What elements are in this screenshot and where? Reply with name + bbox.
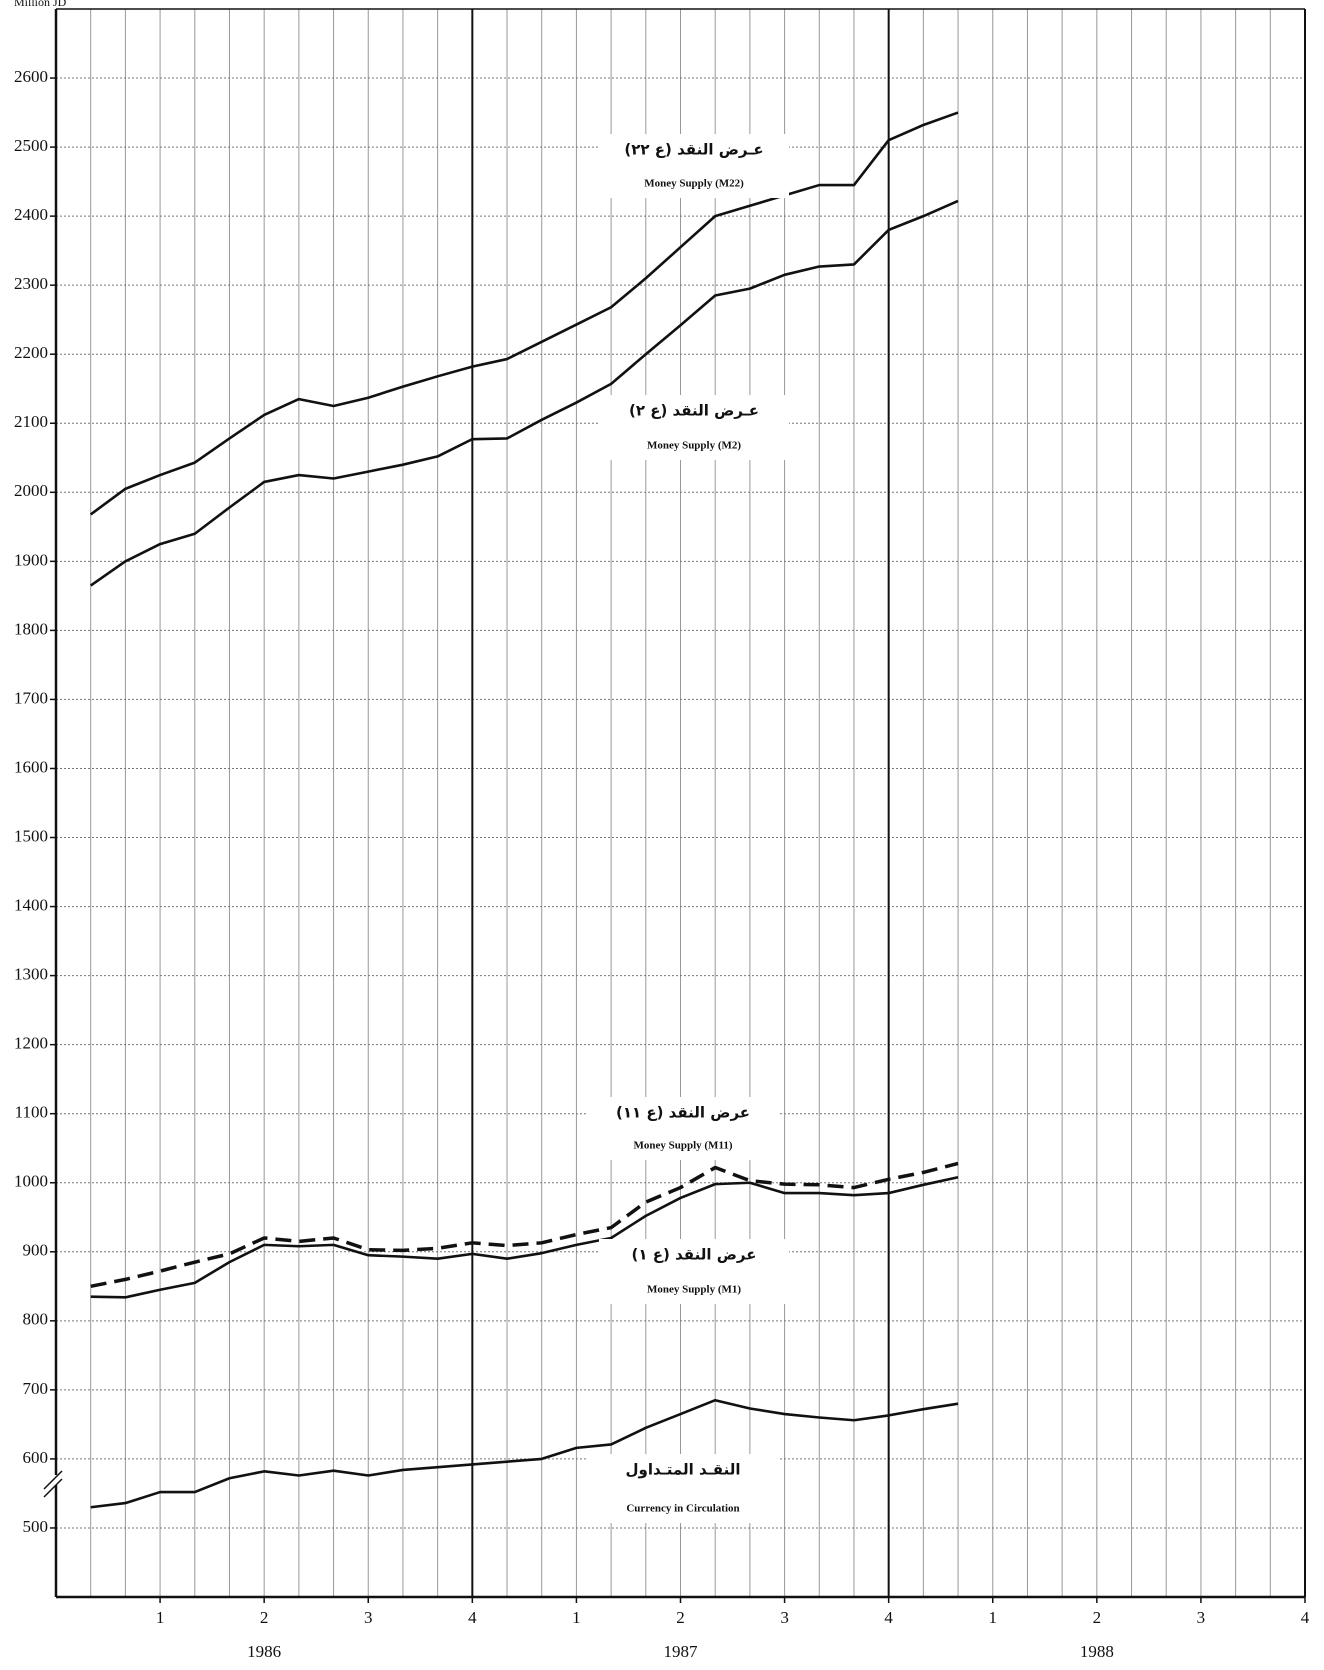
axis-break [43,1470,63,1498]
y-tick-label: 2100 [14,412,48,431]
series-label-ar: النقـد المتـداول [626,1461,741,1479]
x-tick-label: 2 [1093,1608,1102,1627]
y-tick-label: 1000 [14,1172,48,1191]
y-tick-label: 2500 [14,136,48,155]
y-tick-label: 1700 [14,688,48,707]
series-line [89,199,959,587]
x-tick-label: 4 [1301,1608,1310,1627]
y-tick-label: 2000 [14,481,48,500]
y-axis-label: Million JD [14,0,67,9]
series-label: Money Supply (M1) [647,1284,741,1296]
y-tick-label: 2400 [14,205,48,224]
label-background [588,1097,778,1160]
y-tick-label: 500 [23,1517,49,1536]
series-label: Money Supply (M2) [647,440,741,452]
axis-break-gap [51,1475,61,1485]
series-label-ar: عرض النقد (ع ١١) [616,1104,750,1122]
x-tick-label: 3 [1197,1608,1206,1627]
y-tick-label: 600 [23,1448,49,1467]
series-label: Money Supply (M22) [644,178,744,190]
y-tick-label: 1300 [14,965,48,984]
series-label: Currency in Circulation [626,1503,739,1515]
x-tick-label: 2 [260,1608,269,1627]
x-tick-label: 3 [780,1608,789,1627]
series-line [90,1398,959,1509]
year-label: 1986 [247,1642,281,1661]
label-background [599,395,789,460]
y-tick-label: 1800 [14,619,48,638]
x-tick-label: 4 [884,1608,893,1627]
series-label: Money Supply (M11) [633,1140,732,1152]
y-tick-label: 700 [23,1379,49,1398]
y-tick-label: 2200 [14,343,48,362]
y-tick-label: 1500 [14,826,48,845]
y-tick-label: 1400 [14,895,48,914]
y-tick-label: 900 [23,1241,49,1260]
label-background [599,134,789,198]
label-background [599,1239,789,1304]
year-label: 1987 [664,1642,699,1661]
y-tick-label: 2300 [14,274,48,293]
series-label-ar: عرض النقد (ع ١) [632,1246,757,1264]
x-tick-label: 1 [156,1608,165,1627]
label-background [588,1454,778,1523]
series-line [90,1175,959,1299]
y-tick-label: 1600 [14,757,48,776]
year-label: 1988 [1080,1642,1114,1661]
y-tick-label: 800 [23,1310,49,1329]
y-tick-label: 1200 [14,1034,48,1053]
x-tick-label: 1 [572,1608,581,1627]
x-tick-label: 4 [468,1608,477,1627]
series-line [89,111,959,516]
series-label-ar: عـرض النقد (ع ٢٢) [624,141,763,159]
x-tick-label: 1 [989,1608,998,1627]
y-tick-label: 1900 [14,550,48,569]
series-label-ar: عـرض النقد (ع ٢) [629,402,759,420]
x-tick-label: 2 [676,1608,685,1627]
series-line [90,1161,959,1289]
x-tick-label: 3 [364,1608,373,1627]
y-tick-label: 1100 [15,1103,48,1122]
y-tick-label: 2600 [14,67,48,86]
